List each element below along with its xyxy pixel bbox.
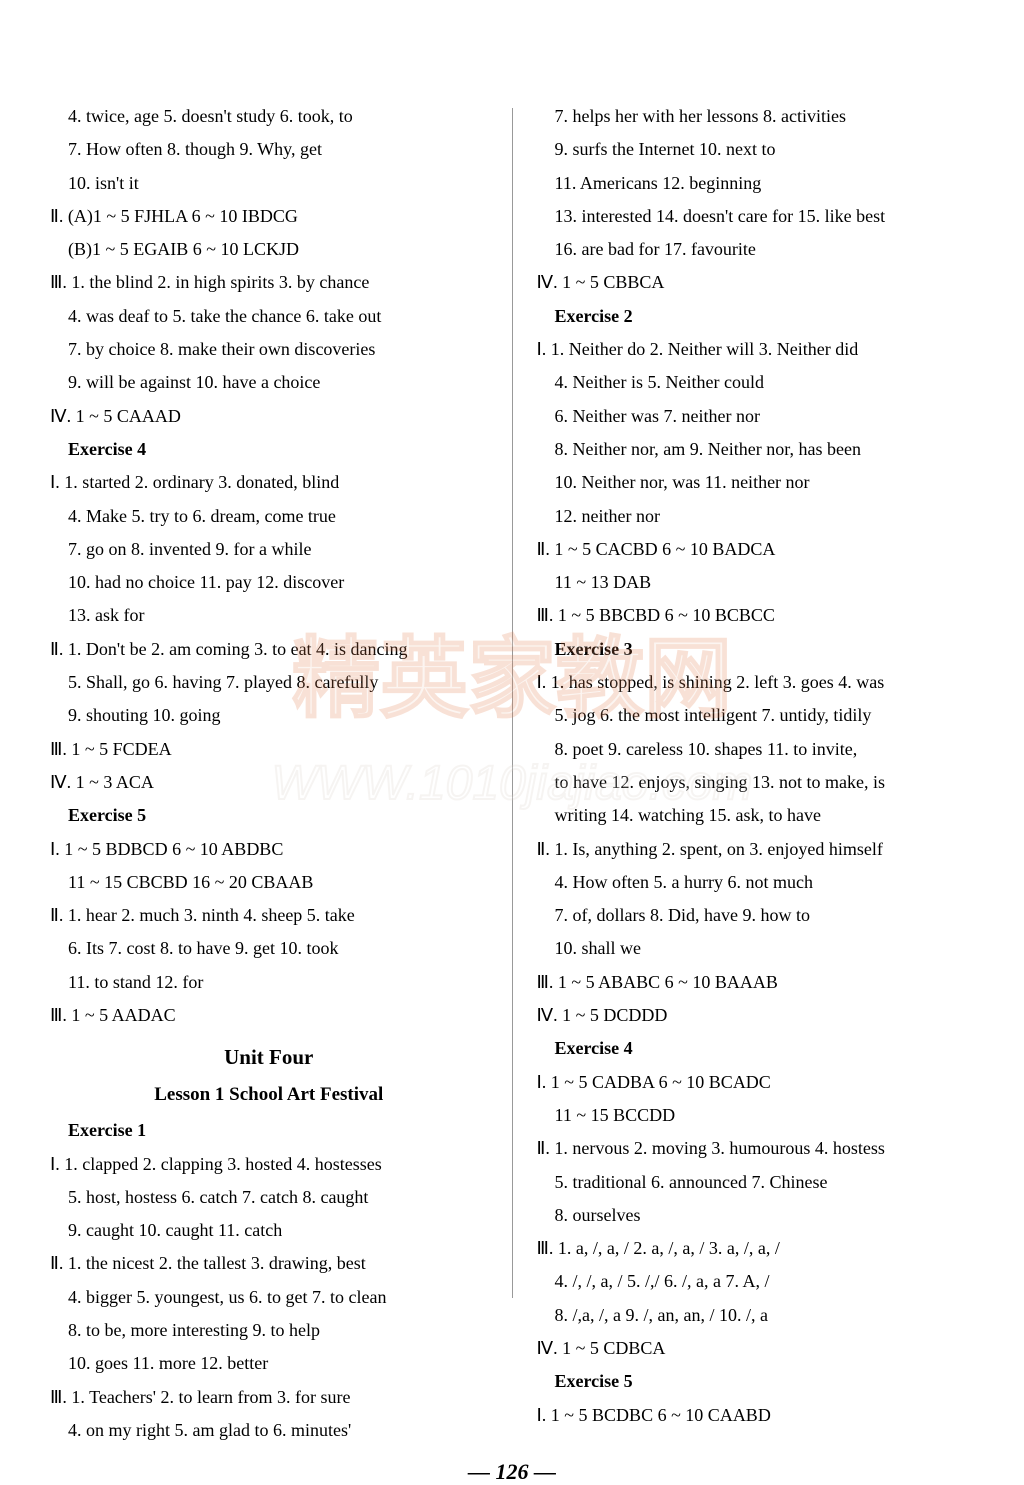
column-divider [512,108,513,1298]
text-line: 5. Shall, go 6. having 7. played 8. care… [50,666,488,699]
unit-heading: Unit Four [50,1038,488,1077]
text-line: Ⅱ. (A)1 ~ 5 FJHLA 6 ~ 10 IBDCG [50,200,488,233]
text-line: 11 ~ 15 BCCDD [537,1099,975,1132]
right-column: 7. helps her with her lessons 8. activit… [537,100,975,1447]
text-line: 10. isn't it [50,167,488,200]
text-line: Ⅰ. 1 ~ 5 CADBA 6 ~ 10 BCADC [537,1066,975,1099]
text-line: 6. Its 7. cost 8. to have 9. get 10. too… [50,932,488,965]
text-line: Ⅲ. 1 ~ 5 ABABC 6 ~ 10 BAAAB [537,966,975,999]
content-columns: 4. twice, age 5. doesn't study 6. took, … [50,100,974,1447]
text-line: 13. interested 14. doesn't care for 15. … [537,200,975,233]
text-line: Ⅳ. 1 ~ 5 CAAAD [50,400,488,433]
text-line: 9. will be against 10. have a choice [50,366,488,399]
text-line: 11. to stand 12. for [50,966,488,999]
text-line: 7. How often 8. though 9. Why, get [50,133,488,166]
left-column: 4. twice, age 5. doesn't study 6. took, … [50,100,488,1447]
lesson-heading: Lesson 1 School Art Festival [50,1077,488,1112]
text-line: 9. surfs the Internet 10. next to [537,133,975,166]
text-line: writing 14. watching 15. ask, to have [537,799,975,832]
page-number: — 126 — [50,1459,974,1485]
exercise-heading: Exercise 3 [537,633,975,666]
text-line: (B)1 ~ 5 EGAIB 6 ~ 10 LCKJD [50,233,488,266]
exercise-heading: Exercise 4 [537,1032,975,1065]
text-line: Ⅱ. 1. hear 2. much 3. ninth 4. sheep 5. … [50,899,488,932]
text-line: 4. twice, age 5. doesn't study 6. took, … [50,100,488,133]
text-line: 7. helps her with her lessons 8. activit… [537,100,975,133]
exercise-heading: Exercise 5 [50,799,488,832]
text-line: 8. /,a, /, a 9. /, an, an, / 10. /, a [537,1299,975,1332]
text-line: 16. are bad for 17. favourite [537,233,975,266]
text-line: 4. bigger 5. youngest, us 6. to get 7. t… [50,1281,488,1314]
text-line: 10. goes 11. more 12. better [50,1347,488,1380]
text-line: Ⅲ. 1. the blind 2. in high spirits 3. by… [50,266,488,299]
text-line: Ⅱ. 1. nervous 2. moving 3. humourous 4. … [537,1132,975,1165]
text-line: Ⅰ. 1 ~ 5 BDBCD 6 ~ 10 ABDBC [50,833,488,866]
text-line: 12. neither nor [537,500,975,533]
text-line: Ⅳ. 1 ~ 5 CDBCA [537,1332,975,1365]
text-line: Ⅳ. 1 ~ 5 DCDDD [537,999,975,1032]
text-line: 5. host, hostess 6. catch 7. catch 8. ca… [50,1181,488,1214]
text-line: 8. poet 9. careless 10. shapes 11. to in… [537,733,975,766]
text-line: Ⅱ. 1 ~ 5 CACBD 6 ~ 10 BADCA [537,533,975,566]
exercise-heading: Exercise 2 [537,300,975,333]
text-line: 10. shall we [537,932,975,965]
text-line: Ⅱ. 1. the nicest 2. the tallest 3. drawi… [50,1247,488,1280]
text-line: Ⅲ. 1. Teachers' 2. to learn from 3. for … [50,1381,488,1414]
text-line: 6. Neither was 7. neither nor [537,400,975,433]
text-line: 11 ~ 15 CBCBD 16 ~ 20 CBAAB [50,866,488,899]
text-line: 8. to be, more interesting 9. to help [50,1314,488,1347]
text-line: Ⅳ. 1 ~ 5 CBBCA [537,266,975,299]
text-line: Ⅰ. 1. clapped 2. clapping 3. hosted 4. h… [50,1148,488,1181]
text-line: 4. Neither is 5. Neither could [537,366,975,399]
text-line: 11. Americans 12. beginning [537,167,975,200]
text-line: Ⅱ. 1. Is, anything 2. spent, on 3. enjoy… [537,833,975,866]
text-line: 4. on my right 5. am glad to 6. minutes' [50,1414,488,1447]
text-line: 8. ourselves [537,1199,975,1232]
text-line: 4. was deaf to 5. take the chance 6. tak… [50,300,488,333]
text-line: 9. caught 10. caught 11. catch [50,1214,488,1247]
text-line: to have 12. enjoys, singing 13. not to m… [537,766,975,799]
text-line: Ⅲ. 1 ~ 5 BBCBD 6 ~ 10 BCBCC [537,599,975,632]
text-line: 4. How often 5. a hurry 6. not much [537,866,975,899]
text-line: 5. traditional 6. announced 7. Chinese [537,1166,975,1199]
text-line: Ⅲ. 1. a, /, a, / 2. a, /, a, / 3. a, /, … [537,1232,975,1265]
text-line: Ⅰ. 1. Neither do 2. Neither will 3. Neit… [537,333,975,366]
text-line: Ⅲ. 1 ~ 5 FCDEA [50,733,488,766]
text-line: Ⅳ. 1 ~ 3 ACA [50,766,488,799]
text-line: 8. Neither nor, am 9. Neither nor, has b… [537,433,975,466]
exercise-heading: Exercise 5 [537,1365,975,1398]
text-line: Ⅰ. 1 ~ 5 BCDBC 6 ~ 10 CAABD [537,1399,975,1432]
text-line: 13. ask for [50,599,488,632]
text-line: 7. by choice 8. make their own discoveri… [50,333,488,366]
text-line: 11 ~ 13 DAB [537,566,975,599]
exercise-heading: Exercise 4 [50,433,488,466]
text-line: Ⅱ. 1. Don't be 2. am coming 3. to eat 4.… [50,633,488,666]
text-line: Ⅲ. 1 ~ 5 AADAC [50,999,488,1032]
text-line: 7. go on 8. invented 9. for a while [50,533,488,566]
text-line: 7. of, dollars 8. Did, have 9. how to [537,899,975,932]
text-line: 5. jog 6. the most intelligent 7. untidy… [537,699,975,732]
exercise-heading: Exercise 1 [50,1114,488,1147]
text-line: 10. had no choice 11. pay 12. discover [50,566,488,599]
text-line: Ⅰ. 1. started 2. ordinary 3. donated, bl… [50,466,488,499]
text-line: 4. /, /, a, / 5. /,/ 6. /, a, a 7. A, / [537,1265,975,1298]
text-line: 9. shouting 10. going [50,699,488,732]
text-line: 4. Make 5. try to 6. dream, come true [50,500,488,533]
text-line: 10. Neither nor, was 11. neither nor [537,466,975,499]
text-line: Ⅰ. 1. has stopped, is shining 2. left 3.… [537,666,975,699]
